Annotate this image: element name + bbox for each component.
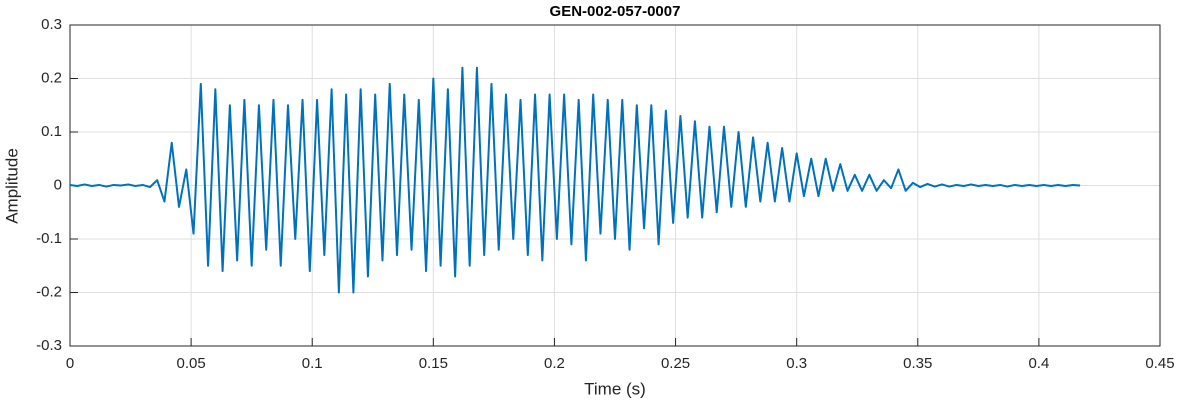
y-tick-label: 0.2 [41,69,62,86]
y-tick-label: 0.1 [41,123,62,140]
y-tick-label: -0.2 [36,283,62,300]
x-tick-label: 0.35 [903,355,932,372]
y-tick-label: -0.3 [36,337,62,354]
waveform-line [69,66,1081,294]
x-tick-label: 0.45 [1145,355,1174,372]
y-tick-label: -0.1 [36,230,62,247]
x-axis-label: Time (s) [584,379,646,398]
x-tick-label: 0 [66,355,74,372]
y-axis-label: Amplitude [2,148,21,224]
x-tick-label: 0.05 [177,355,206,372]
y-tick-label: 0 [54,176,62,193]
x-tick-label: 0.4 [1028,355,1049,372]
x-tick-label: 0.1 [302,355,323,372]
x-tick-label: 0.25 [661,355,690,372]
x-tick-label: 0.3 [786,355,807,372]
chart-title: GEN-002-057-0007 [550,3,681,20]
x-tick-label: 0.15 [419,355,448,372]
x-tick-label: 0.2 [544,355,565,372]
y-tick-label: 0.3 [41,16,62,33]
